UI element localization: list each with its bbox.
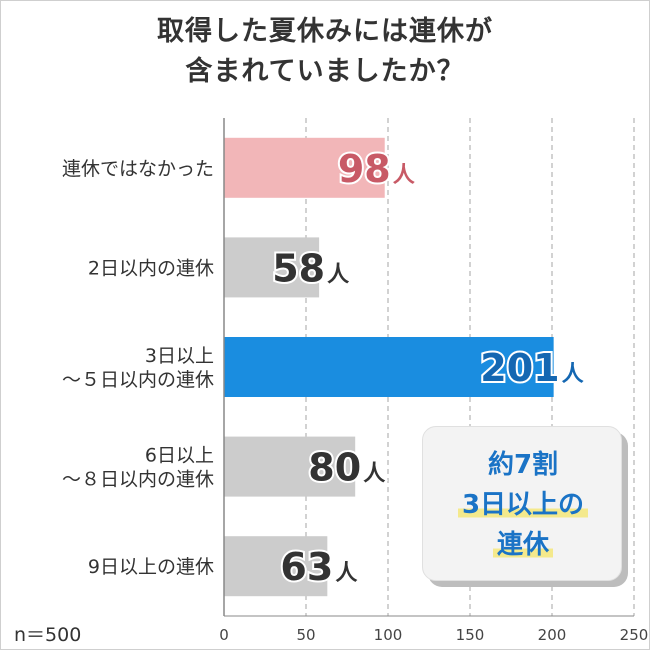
bar: [224, 237, 320, 298]
value-unit-label: 人: [393, 163, 415, 188]
callout-line-3: 連休: [492, 530, 553, 560]
x-tick-label: 150: [456, 626, 485, 644]
category-label: 6日以上: [145, 445, 214, 467]
bar: [224, 137, 385, 198]
value-unit-label: 人: [327, 262, 349, 287]
category-label: 9日以上の連休: [88, 556, 214, 578]
callout-line-2: 3日以上の: [457, 490, 589, 520]
sample-size-label: n＝500: [14, 624, 82, 646]
bar: [224, 337, 554, 397]
category-label: 連休ではなかった: [62, 158, 214, 180]
callout-line-3-wrap: 連休: [423, 529, 623, 561]
value-label: 58: [272, 246, 325, 290]
x-tick-label: 100: [374, 626, 403, 644]
category-label: 3日以上: [145, 345, 214, 367]
value-label: 80: [308, 446, 361, 490]
callout-line-1: 約7割: [487, 450, 559, 480]
category-label: ～８日以内の連休: [62, 469, 214, 491]
value-label: 98: [338, 147, 391, 191]
x-tick-label: 50: [296, 626, 315, 644]
bar: [224, 436, 356, 497]
value-label: 201: [480, 346, 559, 390]
title-line-2: 含まれていましたか？: [185, 56, 465, 87]
x-tick-label: 250: [620, 626, 649, 644]
value-unit-label: 人: [363, 462, 385, 487]
bar: [224, 536, 328, 597]
title-line-1: 取得した夏休みには連休が: [157, 16, 493, 47]
category-label: ～５日以内の連休: [62, 369, 214, 391]
callout-box: 約7割 3日以上の 連休: [422, 426, 622, 581]
value-unit-label: 人: [562, 362, 584, 387]
callout-line-2-wrap: 3日以上の: [423, 489, 623, 521]
value-label: 63: [280, 545, 333, 589]
chart-title: 取得した夏休みには連休が 含まれていましたか？: [0, 12, 650, 92]
value-unit-label: 人: [335, 561, 357, 586]
x-tick-label: 200: [538, 626, 567, 644]
category-label: 2日以内の連休: [88, 257, 214, 279]
x-tick-label: 0: [219, 626, 229, 644]
